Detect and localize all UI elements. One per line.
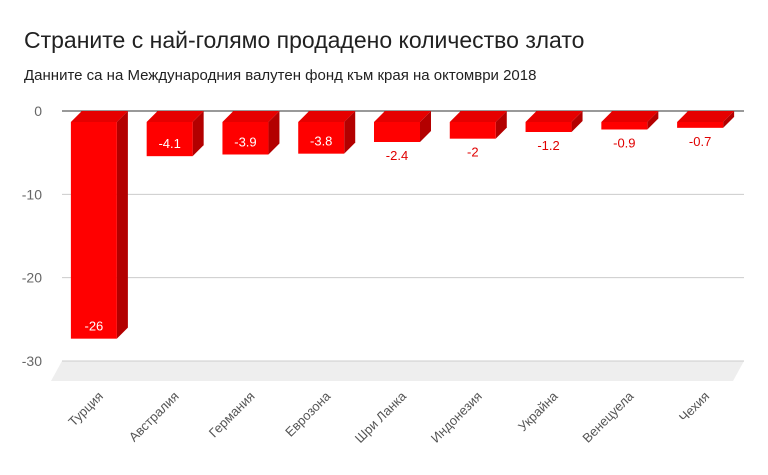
bar-side-face: [647, 111, 659, 130]
bar-side-face: [723, 111, 735, 128]
bar-side-face: [192, 111, 204, 157]
bar-side-face: [344, 111, 356, 154]
category-label: Украйна: [515, 388, 561, 434]
y-tick-label: -30: [22, 353, 42, 369]
bar: [601, 111, 659, 130]
bar-top-face: [298, 111, 356, 122]
bar-front-face: [374, 122, 420, 142]
bar-front-face: [525, 122, 572, 132]
bar-side-face: [268, 111, 280, 155]
y-axis-ticks: 0 -10 -20 -30: [22, 103, 42, 369]
data-label: -1.2: [537, 138, 559, 153]
y-tick-label: -20: [22, 270, 42, 286]
data-label: -3.9: [234, 135, 256, 150]
category-label: Еврозона: [282, 388, 334, 440]
bar-side-face: [495, 111, 507, 139]
category-label: Чехия: [676, 389, 712, 425]
category-label: Австралия: [126, 389, 182, 445]
data-label: -0.7: [689, 134, 711, 149]
chart-title: Страните с най-голямо продадено количест…: [24, 27, 584, 53]
bar-front-face: [449, 122, 496, 139]
bar-top-face: [601, 111, 659, 122]
y-tick-label: 0: [34, 103, 42, 119]
bar: [449, 111, 507, 139]
bar-top-face: [146, 111, 204, 122]
category-labels: Турция Австралия Германия Еврозона Шри Ланка…: [65, 388, 712, 446]
data-label: -3.8: [310, 134, 332, 149]
data-label: -0.9: [613, 136, 635, 151]
bar: [298, 111, 356, 154]
bar-top-face: [374, 111, 431, 122]
bar-side-face: [571, 111, 583, 132]
category-label: Турция: [65, 389, 106, 430]
data-label: -2.4: [386, 148, 408, 163]
bar-front-face: [298, 122, 345, 154]
bar-front-face: [70, 122, 117, 339]
y-tick-label: -10: [22, 186, 42, 202]
chart-floor: [51, 361, 744, 381]
bars: [70, 111, 735, 339]
data-label: -4.1: [158, 136, 180, 151]
data-label: -2: [467, 145, 479, 160]
bar-top-face: [222, 111, 280, 122]
bar-side-face: [420, 111, 431, 142]
bar-top-face: [449, 111, 507, 122]
bar-front-face: [222, 122, 269, 155]
bar: [146, 111, 204, 157]
category-label: Индонезия: [428, 389, 485, 446]
chart-floor-plane: [51, 361, 744, 381]
bar-side-face: [116, 111, 128, 339]
bar: [525, 111, 583, 132]
category-label: Венецуела: [579, 388, 637, 446]
bar: [70, 111, 128, 339]
bar: [374, 111, 431, 142]
category-label: Германия: [206, 389, 258, 441]
bar-top-face: [70, 111, 128, 122]
category-label: Шри Ланка: [352, 388, 410, 446]
data-labels: -26 -4.1 -3.9 -3.8 -2.4 -2 -1.2 -0.9 -0.7: [84, 134, 711, 334]
bar-front-face: [677, 122, 724, 128]
bar-front-face: [146, 122, 193, 157]
bar-top-face: [677, 111, 735, 122]
bar-top-face: [525, 111, 583, 122]
chart-subtitle: Данните са на Международния валутен фонд…: [24, 67, 536, 84]
bar-front-face: [601, 122, 648, 130]
bar: [222, 111, 280, 155]
data-label: -26: [84, 319, 103, 334]
bar: [677, 111, 735, 128]
